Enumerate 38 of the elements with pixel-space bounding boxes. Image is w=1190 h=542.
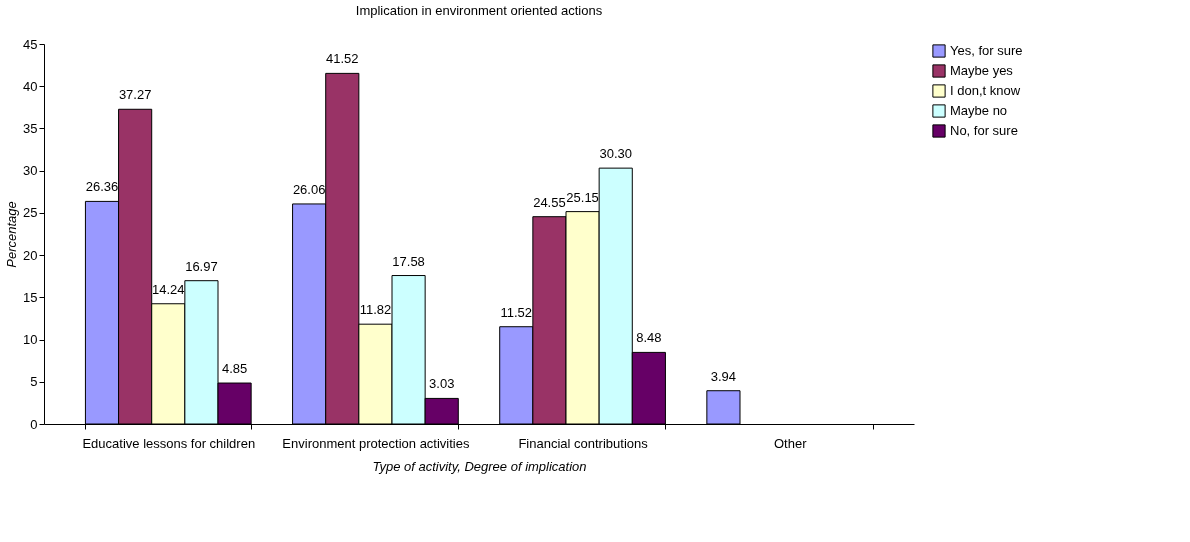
y-tick-label: 35 (23, 120, 38, 136)
y-axis-title: Percentage (4, 201, 20, 268)
x-tick-label: Environment protection activities (282, 435, 470, 451)
y-tick-label: 30 (23, 163, 38, 179)
data-label: 24.55 (533, 194, 566, 210)
legend-label: I don,t know (950, 83, 1021, 98)
data-label: 16.97 (185, 258, 218, 274)
x-tick-label: Educative lessons for children (82, 435, 256, 451)
x-tick-label: Financial contributions (518, 435, 649, 451)
data-label: 26.36 (85, 179, 119, 195)
legend-label: Maybe yes (950, 63, 1014, 78)
y-tick-label: 40 (23, 78, 38, 94)
y-tick-label: 5 (30, 374, 38, 390)
data-label: 41.52 (326, 51, 359, 67)
x-tick-label: Other (773, 435, 808, 451)
data-label: 25.15 (566, 189, 599, 205)
data-label: 11.52 (500, 304, 533, 320)
y-tick-label: 20 (23, 247, 38, 263)
legend-label: No, for sure (950, 123, 1018, 138)
x-axis-title: Type of activity, Degree of implication (372, 458, 587, 474)
data-label: 4.85 (221, 361, 248, 377)
legend-label: Maybe no (950, 103, 1008, 118)
data-label: 8.48 (636, 330, 662, 346)
data-label: 26.06 (292, 181, 326, 197)
data-label: 3.03 (429, 376, 455, 392)
y-tick-label: 45 (23, 36, 38, 52)
y-tick-label: 0 (30, 416, 38, 432)
data-label: 30.30 (599, 146, 632, 162)
data-label: 17.58 (392, 253, 425, 269)
y-tick-label: 25 (23, 205, 38, 221)
data-label: 3.94 (710, 368, 737, 384)
y-tick-label: 15 (23, 289, 38, 305)
chart-title: Implication in environment oriented actions (355, 3, 603, 18)
data-label: 37.27 (118, 87, 152, 103)
data-label: 14.24 (152, 281, 185, 297)
y-tick-label: 10 (23, 332, 38, 348)
data-label: 11.82 (359, 302, 392, 318)
legend-label: Yes, for sure (950, 43, 1023, 58)
